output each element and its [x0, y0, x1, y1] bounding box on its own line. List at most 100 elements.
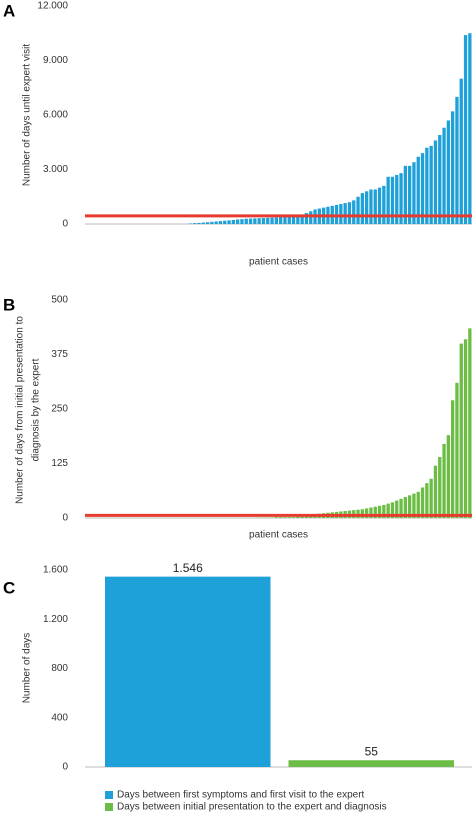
bar	[309, 211, 313, 224]
bar	[356, 509, 360, 518]
bar	[468, 33, 472, 224]
bar	[395, 500, 399, 518]
bar	[253, 218, 257, 224]
bar	[283, 216, 287, 224]
bar	[408, 165, 412, 224]
bar	[339, 204, 343, 224]
bar	[201, 222, 205, 224]
bar	[395, 174, 399, 224]
value-label: 55	[365, 744, 379, 758]
bar	[382, 504, 386, 518]
bar	[231, 220, 235, 224]
y-tick-label: 400	[51, 712, 68, 723]
bar	[455, 96, 459, 224]
bar	[377, 505, 382, 518]
bar	[369, 189, 373, 224]
value-label: 1.546	[173, 561, 203, 575]
bar	[197, 222, 201, 224]
bar	[266, 217, 270, 224]
bar	[416, 491, 420, 518]
bar	[214, 221, 218, 224]
y-tick-label: 0	[62, 219, 68, 230]
y-tick-label: 3.000	[43, 164, 68, 175]
bar	[438, 134, 442, 224]
y-tick-label: 0	[62, 762, 68, 773]
bar	[390, 502, 395, 518]
y-tick-label: 6.000	[43, 110, 68, 121]
bar	[188, 223, 192, 224]
bar	[425, 147, 429, 224]
bar	[279, 517, 283, 518]
bar	[223, 220, 227, 224]
y-tick-label: 9.000	[43, 55, 68, 66]
bar	[446, 435, 450, 518]
bar	[459, 78, 463, 225]
y-axis-label: Number of days from initial presentation…	[15, 316, 26, 504]
y-axis-label: Number of days	[22, 633, 33, 704]
bar	[288, 760, 454, 767]
bar	[433, 140, 438, 224]
bar	[416, 156, 420, 224]
bar	[205, 222, 210, 224]
y-tick-label: 12.000	[37, 1, 68, 12]
bar	[429, 145, 433, 224]
legend-swatch	[105, 791, 113, 799]
bar	[369, 507, 373, 518]
bar	[382, 185, 386, 224]
bar	[365, 191, 369, 224]
bar	[291, 215, 296, 224]
bar	[227, 220, 231, 224]
y-tick-label: 1.600	[43, 565, 68, 576]
y-tick-label: 800	[51, 663, 68, 674]
legend-label: Days between initial presentation to the…	[117, 802, 387, 813]
bar	[274, 517, 278, 518]
bar	[451, 111, 455, 224]
x-axis-label: patient cases	[249, 530, 308, 541]
bar	[300, 516, 304, 518]
bar	[403, 497, 407, 518]
bar	[446, 120, 450, 224]
bar	[429, 478, 433, 518]
x-axis-label: patient cases	[249, 257, 308, 268]
bar	[360, 193, 364, 224]
bar	[283, 517, 287, 518]
bar	[425, 483, 429, 518]
bar	[105, 576, 271, 767]
bar	[433, 465, 438, 518]
y-tick-label: 375	[51, 349, 68, 360]
bar	[287, 216, 291, 224]
panel-label: A	[3, 1, 15, 20]
bar	[399, 498, 403, 518]
bar	[463, 339, 468, 518]
bar	[451, 400, 455, 518]
bar	[420, 487, 425, 518]
bar	[365, 508, 369, 518]
bar	[193, 223, 197, 224]
bar	[386, 176, 390, 224]
bar	[296, 516, 300, 518]
y-axis-label: diagnosis by the expert	[31, 358, 42, 461]
bar	[244, 218, 248, 224]
bar	[240, 219, 244, 224]
bar	[420, 153, 425, 224]
y-tick-label: 125	[51, 458, 68, 469]
bar	[347, 202, 352, 224]
bar	[412, 162, 416, 224]
bar	[270, 217, 274, 224]
bar	[287, 517, 291, 518]
bar	[442, 443, 446, 518]
bar	[455, 382, 459, 518]
bar	[296, 215, 300, 224]
bar	[257, 218, 261, 224]
y-axis-label: Number of days until expert visit	[22, 44, 33, 187]
legend-label: Days between first symptoms and first vi…	[117, 790, 365, 801]
bar	[408, 495, 412, 518]
bar	[377, 187, 382, 224]
y-tick-label: 500	[51, 295, 68, 306]
y-tick-label: 0	[62, 513, 68, 524]
bar	[279, 217, 283, 224]
panel-label: C	[3, 578, 15, 597]
bar	[343, 203, 347, 224]
bar	[373, 189, 377, 224]
